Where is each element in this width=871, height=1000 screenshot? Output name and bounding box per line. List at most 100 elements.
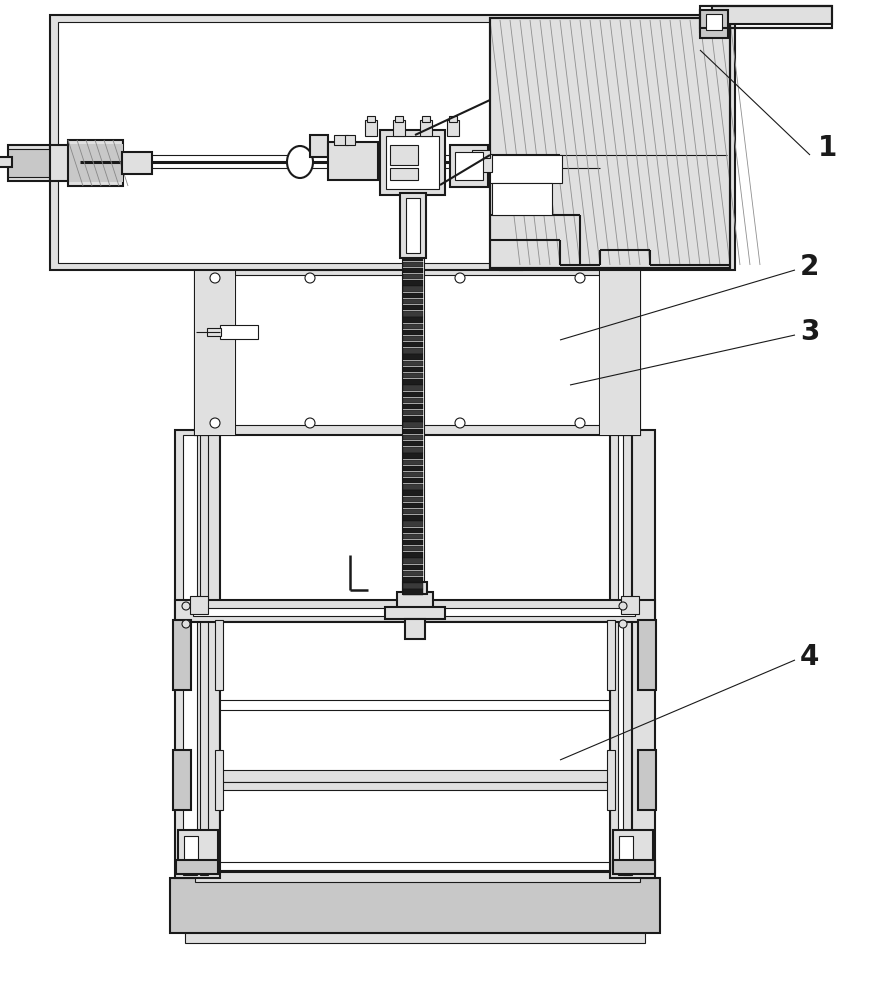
Bar xyxy=(403,274,423,279)
Bar xyxy=(310,240,332,270)
Bar xyxy=(449,116,457,122)
Bar xyxy=(700,6,832,28)
Bar xyxy=(175,600,655,622)
Bar xyxy=(472,150,490,158)
Bar xyxy=(403,453,423,459)
Bar xyxy=(386,136,439,189)
Circle shape xyxy=(182,620,190,628)
Bar xyxy=(610,430,655,878)
Bar xyxy=(173,620,191,690)
Bar xyxy=(220,770,610,782)
Bar xyxy=(403,398,423,403)
Bar xyxy=(68,144,123,182)
Bar xyxy=(403,367,423,372)
Bar xyxy=(190,596,208,614)
Bar xyxy=(207,328,221,336)
Bar xyxy=(367,116,375,122)
Bar xyxy=(50,145,68,181)
Bar xyxy=(220,782,610,790)
Bar xyxy=(195,870,640,882)
Bar xyxy=(403,577,423,582)
Bar xyxy=(402,255,424,595)
Bar xyxy=(403,280,423,286)
Bar xyxy=(195,265,235,435)
Bar xyxy=(490,18,730,268)
Bar xyxy=(500,240,522,270)
Bar xyxy=(712,6,832,24)
Bar xyxy=(403,497,423,502)
Text: 1: 1 xyxy=(818,134,837,162)
Bar xyxy=(600,265,640,435)
Bar xyxy=(0,157,12,167)
Bar xyxy=(406,198,420,253)
Bar xyxy=(403,361,423,366)
Bar xyxy=(700,10,728,38)
Bar xyxy=(403,324,423,329)
Bar xyxy=(397,592,433,610)
Bar xyxy=(700,10,712,32)
Bar xyxy=(390,145,418,165)
Bar xyxy=(403,373,423,378)
Bar xyxy=(175,430,220,878)
Bar xyxy=(170,878,660,933)
Circle shape xyxy=(210,273,220,283)
Bar xyxy=(310,135,328,157)
Bar xyxy=(403,299,423,304)
Bar xyxy=(68,140,123,186)
Circle shape xyxy=(575,418,585,428)
Bar xyxy=(490,155,562,183)
Bar xyxy=(403,379,423,385)
Bar xyxy=(706,14,722,30)
Bar xyxy=(185,933,645,943)
Bar xyxy=(403,534,423,539)
Bar xyxy=(8,149,50,177)
Bar xyxy=(623,435,631,875)
Bar xyxy=(420,120,432,136)
Bar xyxy=(403,589,423,595)
Bar xyxy=(403,354,423,360)
Bar xyxy=(492,183,552,215)
Bar xyxy=(176,860,218,874)
Bar xyxy=(403,262,423,267)
Ellipse shape xyxy=(287,146,313,178)
Bar xyxy=(395,116,403,122)
Circle shape xyxy=(455,273,465,283)
Bar xyxy=(638,620,656,690)
Bar xyxy=(334,135,348,145)
Bar xyxy=(403,305,423,310)
Bar xyxy=(380,130,445,195)
Bar xyxy=(403,515,423,521)
Bar xyxy=(403,490,423,496)
Bar xyxy=(220,622,610,872)
Circle shape xyxy=(182,602,190,610)
Bar xyxy=(210,275,625,425)
Bar xyxy=(403,558,423,564)
Circle shape xyxy=(210,418,220,428)
Bar xyxy=(403,571,423,576)
Bar xyxy=(403,552,423,558)
Bar xyxy=(403,546,423,551)
Bar xyxy=(403,583,423,589)
Bar xyxy=(215,750,223,810)
Bar xyxy=(403,311,423,317)
Bar xyxy=(195,265,235,435)
Bar xyxy=(193,608,635,616)
Bar xyxy=(403,447,423,453)
Bar xyxy=(173,750,191,810)
Bar xyxy=(345,135,355,145)
Bar xyxy=(613,830,653,870)
Bar xyxy=(365,120,377,136)
Circle shape xyxy=(575,273,585,283)
Bar xyxy=(403,348,423,354)
Bar xyxy=(618,435,632,875)
Bar xyxy=(195,265,640,435)
Bar xyxy=(403,484,423,490)
Bar xyxy=(405,619,425,639)
Circle shape xyxy=(305,273,315,283)
Bar xyxy=(403,478,423,483)
Bar xyxy=(390,168,418,180)
Circle shape xyxy=(305,418,315,428)
Text: 3: 3 xyxy=(800,318,820,346)
Bar xyxy=(613,860,655,874)
Bar xyxy=(403,330,423,335)
